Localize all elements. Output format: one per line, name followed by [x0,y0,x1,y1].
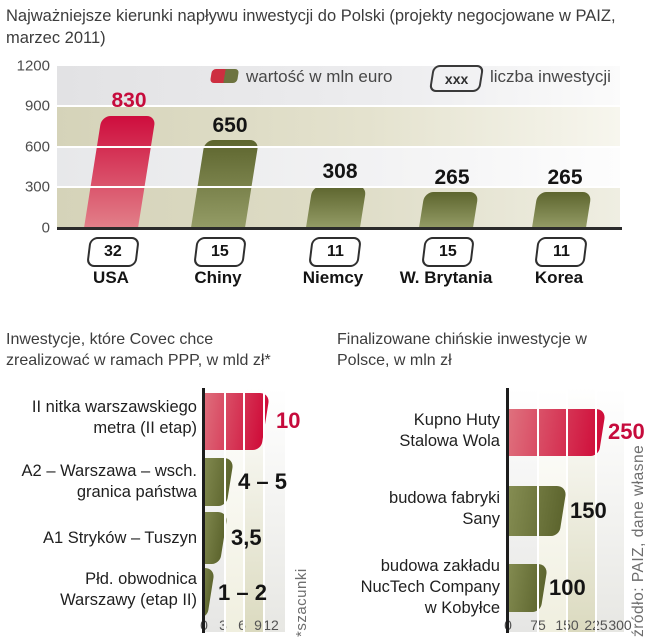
top-chart-plot [57,66,620,228]
gridline-3 [223,388,226,632]
y-tick-0: 0 [41,219,50,237]
right-value-1: 250 [608,419,645,444]
count-box-usa: 32 [86,237,140,267]
count-legend-box-text: xxx [444,70,469,87]
gridline-300 [57,186,620,188]
plot-band-600-300 [57,147,620,187]
right-row-label-3: budowa zakładu NucTech Company w Kobyłce [360,557,500,617]
count-box-niemcy: 11 [308,237,362,267]
right-x-tick-300: 300 [608,617,632,633]
right-row-label-2: budowa fabryki Sany [389,489,500,528]
bar-value-wbrytania: 265 [434,166,470,189]
legend-count-label: liczba inwestycji [490,67,611,86]
right-chart-title: Finalizowane chińskie inwestycje w Polsc… [337,331,587,370]
left-value-4: 1 – 2 [218,580,267,605]
left-row-label-1: II nitka warszawskiego metra (II etap) [31,398,197,437]
footnote-szacunki: *szacunki [293,568,310,637]
bar-value-chiny: 650 [212,114,248,137]
count-box-chiny: 15 [193,237,247,267]
y-tick-900: 900 [24,97,50,115]
y-tick-600: 600 [24,138,50,156]
left-x-tick-6: 6 [238,617,246,633]
left-chart-title: Inwestycje, które Covec chce zrealizować… [6,331,271,370]
plot-band-1200-900 [57,66,620,106]
count-legend-box: xxx [428,65,485,92]
gridline-900 [57,105,620,107]
count-box-korea: 11 [534,237,588,267]
bar-value-niemcy: 308 [322,160,358,183]
y-tick-1200: 1200 [16,57,50,75]
label-wbrytania: W. Brytania [399,268,493,287]
x-axis-baseline [57,227,622,230]
count-box-wbrytania: 15 [421,237,475,267]
label-niemcy: Niemcy [302,268,364,287]
bar-value-korea: 265 [547,166,583,189]
hbar-metro [205,393,270,450]
gridline-225 [595,388,597,632]
y-tick-300: 300 [24,178,50,196]
gridline-6 [243,388,245,632]
left-row-label-2: A2 – Warszawa – wsch. granica państwa [21,462,197,501]
label-chiny: Chiny [194,268,242,287]
right-chart-axis [506,388,509,633]
hbar-obwodnica [205,568,215,618]
left-x-tick-12: 12 [263,617,279,633]
bar-niemcy [306,186,367,228]
bar-wbrytania [419,192,479,228]
hbar-nuctech [509,564,548,612]
gridline-600 [57,146,620,148]
value-legend-swatch-icon [209,69,240,83]
legend-value-label: wartość w mln euro [246,67,393,86]
left-value-1: 10 [276,408,301,433]
left-x-tick-9: 9 [254,617,262,633]
label-usa: USA [93,268,129,287]
left-value-2: 4 – 5 [238,469,287,494]
hbar-a2 [205,458,235,506]
left-value-3: 3,5 [231,525,262,550]
right-chart-plot [509,388,624,632]
right-value-3: 100 [549,575,586,600]
gridline-9 [262,388,265,632]
bar-value-usa: 830 [111,89,147,112]
label-korea: Korea [534,268,584,287]
stripe [263,388,285,632]
right-row-label-1: Kupno Huty Stalowa Wola [399,411,500,450]
left-chart-plot [205,388,285,632]
left-x-tick-3: 3 [219,617,227,633]
source-note: źródło: PAIZ, dane własne [630,444,647,637]
gridline-75 [537,388,539,632]
hbar-huta [509,409,606,456]
gridline-150 [566,388,568,632]
right-value-2: 150 [570,498,607,523]
left-row-label-3: A1 Stryków – Tuszyn [42,529,197,547]
page-title: Najważniejsze kierunki napływu inwestycj… [6,7,616,48]
bar-korea [532,192,592,228]
left-row-label-4: Płd. obwodnica Warszawy (etap II) [60,570,197,609]
left-chart-axis [202,388,205,633]
